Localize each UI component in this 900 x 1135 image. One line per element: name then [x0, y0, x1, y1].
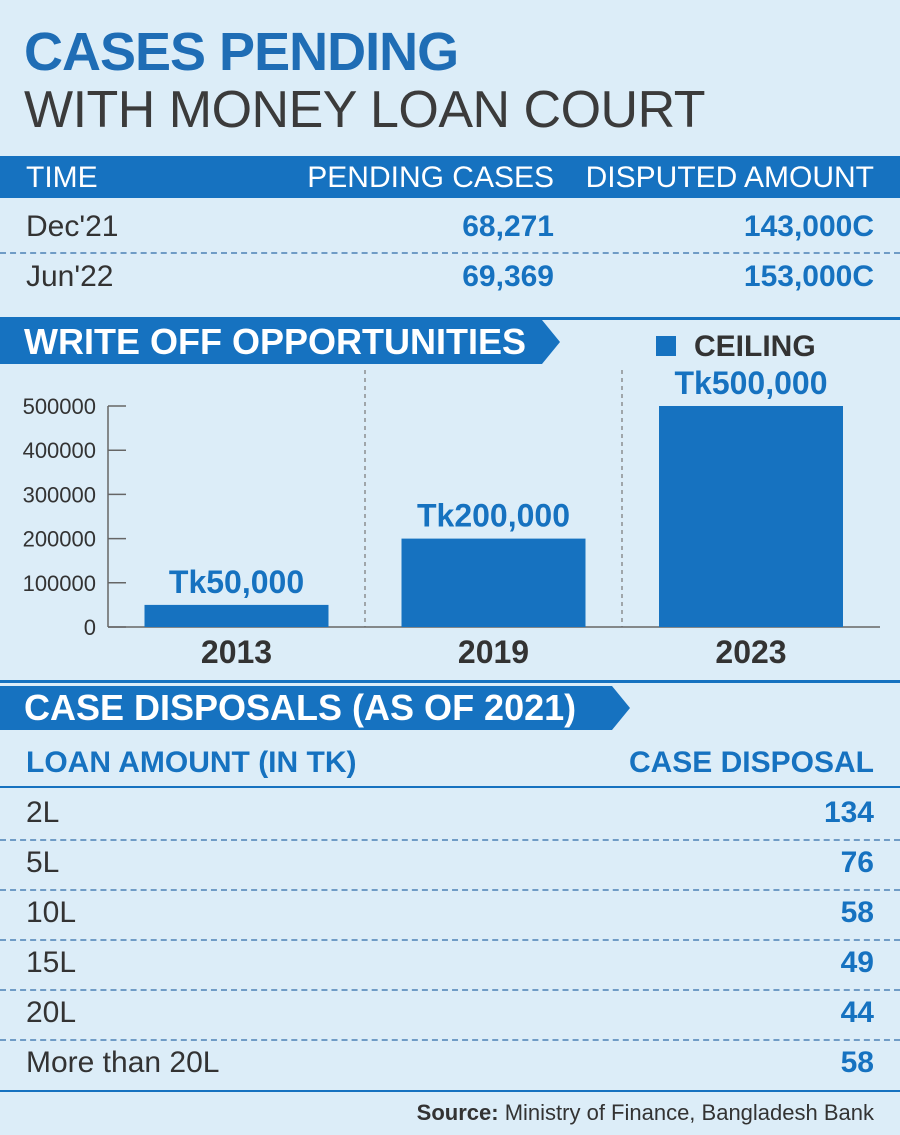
y-tick-label: 300000: [23, 482, 96, 507]
row-time: Dec'21: [26, 210, 119, 243]
case-disposal-value: 58: [840, 1046, 874, 1079]
category-label-2023: 2023: [715, 634, 786, 670]
bar-2013: [144, 604, 329, 627]
header-time: TIME: [26, 161, 98, 194]
header-disputed-amount: DISPUTED AMOUNT: [585, 161, 874, 194]
loan-amount: 2L: [26, 796, 60, 829]
source-text: Ministry of Finance, Bangladesh Bank: [498, 1100, 874, 1125]
header-rule: [0, 786, 900, 788]
write-off-chart: 0 100000 200000 300000 400000 500000 Tk50,000 2…: [23, 330, 880, 670]
row-time: Jun'22: [26, 260, 114, 293]
row-divider: [0, 839, 900, 841]
loan-amount: 15L: [26, 946, 77, 979]
header-pending-cases: PENDING CASES: [307, 161, 554, 194]
source-label: Source:: [416, 1100, 499, 1125]
case-disposal-value: 134: [823, 796, 874, 829]
section-title-write-off: WRITE OFF OPPORTUNITIES: [0, 320, 560, 364]
row-divider: [0, 889, 900, 891]
y-tick-label: 0: [84, 615, 96, 640]
case-disposal-value: 76: [840, 846, 874, 879]
row-divider: [0, 252, 900, 254]
row-divider: [0, 989, 900, 991]
bar-2019: [401, 538, 586, 627]
page-subtitle: WITH MONEY LOAN COURT: [24, 81, 705, 139]
row-divider: [0, 1039, 900, 1041]
source-note: Source: Ministry of Finance, Bangladesh …: [417, 1100, 874, 1126]
row-pending: 69,369: [462, 260, 554, 293]
section-title-case-disposals: CASE DISPOSALS (AS OF 2021): [0, 686, 630, 730]
category-label-2013: 2013: [201, 634, 272, 670]
footer-rule: [0, 1090, 900, 1092]
row-amount: 143,000C: [743, 210, 874, 243]
case-disposal-value: 44: [840, 996, 874, 1029]
y-tick-label: 400000: [23, 438, 96, 463]
section-rule: [0, 317, 900, 320]
loan-amount: More than 20L: [26, 1046, 220, 1079]
row-pending: 68,271: [462, 210, 554, 243]
row-amount: 153,000C: [743, 260, 874, 293]
case-disposal-value: 58: [840, 896, 874, 929]
y-tick-label: 500000: [23, 394, 96, 419]
page-title: CASES PENDING: [24, 22, 459, 82]
legend-swatch: [656, 336, 676, 356]
loan-amount: 10L: [26, 896, 77, 929]
y-tick-label: 100000: [23, 571, 96, 596]
data-label-2019: Tk200,000: [417, 498, 570, 534]
row-divider: [0, 939, 900, 941]
loan-amount: 5L: [26, 846, 60, 879]
section-rule: [0, 680, 900, 683]
loan-amount: 20L: [26, 996, 77, 1029]
bar-2023: [659, 406, 843, 627]
disposal-header-amount: LOAN AMOUNT (IN TK): [26, 746, 357, 779]
data-label-2013: Tk50,000: [169, 564, 304, 600]
category-label-2019: 2019: [458, 634, 529, 670]
legend-label: CEILING: [694, 330, 816, 363]
pending-table-header: TIME PENDING CASES DISPUTED AMOUNT: [0, 156, 900, 198]
case-disposal-value: 49: [840, 946, 874, 979]
y-tick-label: 200000: [23, 527, 96, 552]
data-label-2023: Tk500,000: [674, 365, 827, 401]
disposal-header-count: CASE DISPOSAL: [628, 746, 874, 779]
